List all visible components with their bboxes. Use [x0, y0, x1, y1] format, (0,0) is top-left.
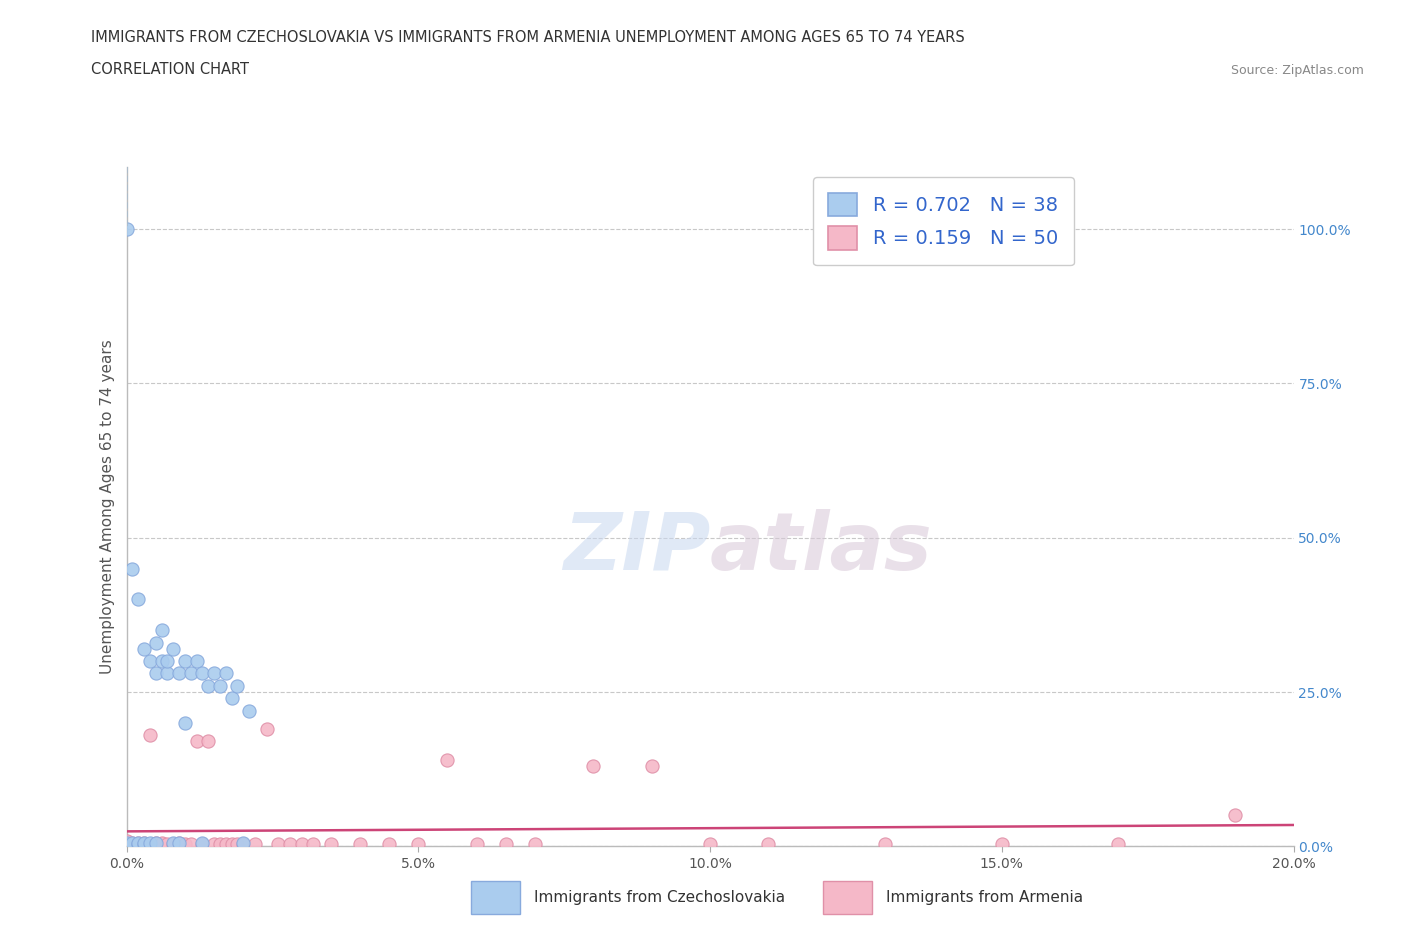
Point	[465, 837, 488, 852]
Point	[640, 759, 664, 774]
Point	[132, 837, 155, 852]
Point	[145, 837, 167, 852]
Text: ZIP: ZIP	[562, 509, 710, 587]
Point	[186, 734, 208, 749]
Point	[202, 837, 225, 852]
Point	[127, 837, 149, 852]
Point	[121, 837, 143, 852]
Point	[191, 836, 214, 851]
Point	[221, 837, 243, 852]
Point	[150, 654, 173, 669]
Point	[139, 728, 162, 743]
Point	[121, 836, 143, 851]
Y-axis label: Unemployment Among Ages 65 to 74 years: Unemployment Among Ages 65 to 74 years	[100, 339, 115, 674]
Point	[267, 837, 290, 852]
Point	[226, 678, 249, 693]
Point	[150, 836, 173, 851]
Point	[180, 837, 202, 852]
Point	[115, 836, 138, 851]
Point	[132, 836, 155, 851]
Point	[378, 837, 401, 852]
Point	[150, 837, 173, 852]
Point	[145, 836, 167, 851]
Point	[145, 666, 167, 681]
Point	[162, 837, 184, 852]
Point	[208, 837, 231, 852]
Point	[174, 654, 197, 669]
Text: Source: ZipAtlas.com: Source: ZipAtlas.com	[1230, 64, 1364, 77]
Point	[290, 837, 312, 852]
Point	[127, 836, 149, 851]
Point	[115, 834, 138, 849]
Point	[180, 666, 202, 681]
Point	[121, 561, 143, 576]
Point	[232, 836, 254, 851]
Point	[232, 837, 254, 852]
Text: atlas: atlas	[710, 509, 932, 587]
Point	[278, 837, 301, 852]
Point	[139, 836, 162, 851]
Point	[1108, 837, 1130, 852]
Point	[191, 837, 214, 852]
Point	[215, 666, 238, 681]
Point	[127, 592, 149, 607]
Point	[115, 221, 138, 236]
Point	[495, 837, 517, 852]
Legend: R = 0.702   N = 38, R = 0.159   N = 50: R = 0.702 N = 38, R = 0.159 N = 50	[813, 177, 1074, 265]
Point	[221, 691, 243, 706]
Text: CORRELATION CHART: CORRELATION CHART	[91, 62, 249, 77]
Point	[238, 703, 260, 718]
Point	[226, 837, 249, 852]
Point	[174, 837, 197, 852]
Point	[162, 642, 184, 657]
Text: Immigrants from Czechoslovakia: Immigrants from Czechoslovakia	[534, 890, 786, 905]
Point	[197, 734, 219, 749]
Point	[174, 715, 197, 730]
Point	[524, 837, 547, 852]
Point	[256, 722, 278, 737]
Point	[127, 837, 149, 852]
Point	[150, 623, 173, 638]
Point	[156, 654, 179, 669]
Point	[167, 666, 190, 681]
Point	[132, 837, 155, 852]
Point	[145, 635, 167, 650]
Point	[699, 837, 721, 852]
Point	[139, 654, 162, 669]
Text: IMMIGRANTS FROM CZECHOSLOVAKIA VS IMMIGRANTS FROM ARMENIA UNEMPLOYMENT AMONG AGE: IMMIGRANTS FROM CZECHOSLOVAKIA VS IMMIGR…	[91, 30, 965, 45]
Point	[208, 678, 231, 693]
Point	[186, 654, 208, 669]
Point	[349, 837, 371, 852]
Point	[132, 836, 155, 851]
Point	[243, 837, 266, 852]
Point	[191, 666, 214, 681]
Point	[132, 642, 155, 657]
Point	[167, 836, 190, 851]
Point	[156, 666, 179, 681]
Point	[202, 666, 225, 681]
Point	[115, 836, 138, 851]
Point	[197, 678, 219, 693]
Point	[115, 837, 138, 852]
Point	[156, 837, 179, 852]
Point	[167, 836, 190, 851]
Point	[1223, 808, 1246, 823]
Point	[215, 837, 238, 852]
Point	[436, 752, 458, 767]
Point	[990, 837, 1012, 852]
Point	[121, 837, 143, 852]
Point	[121, 836, 143, 851]
Point	[162, 836, 184, 851]
Point	[582, 759, 605, 774]
Point	[319, 837, 342, 852]
Point	[302, 837, 325, 852]
Point	[756, 837, 779, 852]
Point	[127, 836, 149, 851]
Point	[408, 837, 430, 852]
Text: Immigrants from Armenia: Immigrants from Armenia	[886, 890, 1083, 905]
Point	[145, 836, 167, 851]
Point	[875, 837, 897, 852]
